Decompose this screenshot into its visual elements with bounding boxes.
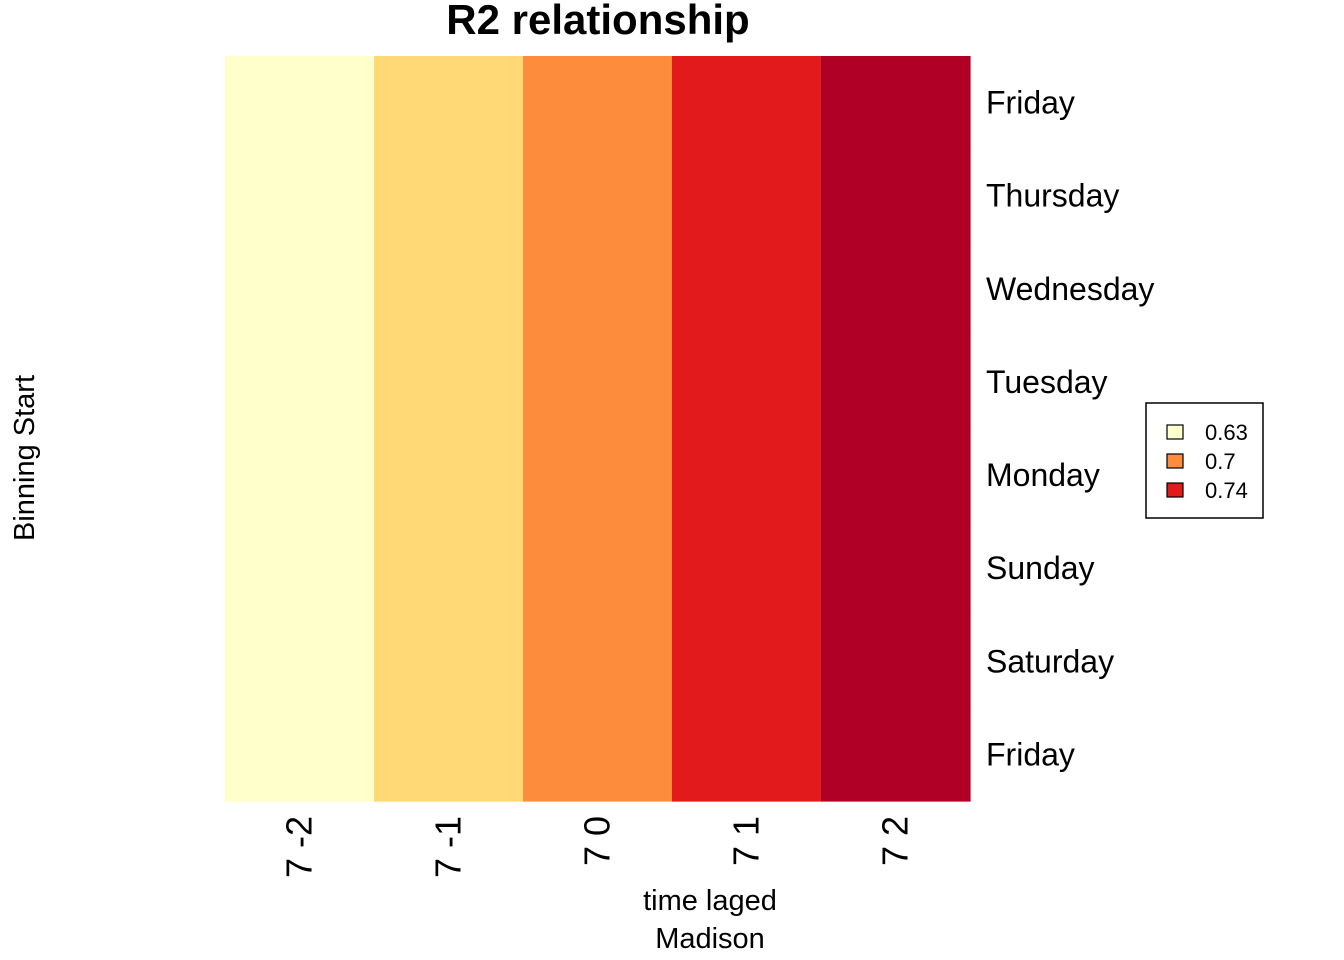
heatmap-cell <box>523 521 673 616</box>
heatmap-cell <box>672 707 822 802</box>
heatmap-cell <box>821 242 971 336</box>
heatmap-cell <box>672 242 822 336</box>
heatmap-cell <box>523 707 673 802</box>
chart-title: R2 relationship <box>446 0 749 43</box>
legend-swatch <box>1166 424 1184 440</box>
heatmap-cell <box>523 614 673 709</box>
heatmap-cell <box>225 521 375 616</box>
x-axis-label: time laged <box>643 885 777 917</box>
column-labels: 7 -2 7 -1 7 0 7 1 7 2 <box>279 816 916 878</box>
column-label: 7 -2 <box>279 816 320 878</box>
heatmap-cell <box>225 335 375 430</box>
heatmap-cell <box>821 56 971 150</box>
legend-label: 0.63 <box>1205 420 1248 445</box>
heatmap-cell <box>374 56 524 150</box>
heatmap-cell <box>225 707 375 802</box>
row-label: Saturday <box>986 643 1114 679</box>
heatmap-cell <box>821 149 971 243</box>
heatmap-cell <box>374 335 524 430</box>
x-axis-sublabel: Madison <box>655 923 765 955</box>
heatmap-cell <box>523 242 673 336</box>
heatmap-cells <box>225 56 971 802</box>
heatmap-cell <box>672 149 822 243</box>
heatmap-cell <box>225 242 375 336</box>
heatmap-cell <box>523 56 673 150</box>
heatmap-cell <box>672 335 822 430</box>
heatmap-cell <box>225 614 375 709</box>
row-labels: Friday Thursday Wednesday Tuesday Monday Sund… <box>986 85 1154 773</box>
heatmap-cell <box>672 521 822 616</box>
legend-label: 0.74 <box>1205 478 1248 503</box>
y-axis-label: Binning Start <box>9 375 41 541</box>
heatmap-cell <box>821 335 971 430</box>
column-label: 7 0 <box>577 816 618 866</box>
row-label: Sunday <box>986 550 1095 586</box>
row-label: Tuesday <box>986 364 1108 400</box>
heatmap-cell <box>374 614 524 709</box>
heatmap-cell <box>374 242 524 336</box>
column-label: 7 2 <box>875 816 916 866</box>
heatmap-cell <box>821 614 971 709</box>
column-label: 7 1 <box>726 816 767 866</box>
heatmap-cell <box>374 707 524 802</box>
row-label: Friday <box>986 736 1075 772</box>
heatmap-cell <box>672 428 822 523</box>
legend: 0.63 0.7 0.74 <box>1145 402 1264 519</box>
heatmap-cell <box>523 428 673 523</box>
heatmap-cell <box>672 614 822 709</box>
legend-label: 0.7 <box>1205 449 1236 474</box>
heatmap-cell <box>374 149 524 243</box>
heatmap-cell <box>225 56 375 150</box>
heatmap-cell <box>672 56 822 150</box>
row-label: Friday <box>986 85 1075 121</box>
row-label: Thursday <box>986 178 1119 214</box>
heatmap-cell <box>821 521 971 616</box>
heatmap-cell <box>225 149 375 243</box>
heatmap-cell <box>523 149 673 243</box>
legend-box <box>1145 402 1264 519</box>
heatmap-cell <box>821 707 971 802</box>
heatmap-cell <box>225 428 375 523</box>
legend-swatch <box>1166 482 1184 498</box>
column-label: 7 -1 <box>428 816 469 878</box>
legend-swatch <box>1166 453 1184 469</box>
heatmap-cell <box>374 428 524 523</box>
heatmap-cell <box>821 428 971 523</box>
heatmap-cell <box>523 335 673 430</box>
row-label: Wednesday <box>986 271 1154 307</box>
heatmap-cell <box>374 521 524 616</box>
row-label: Monday <box>986 457 1100 493</box>
